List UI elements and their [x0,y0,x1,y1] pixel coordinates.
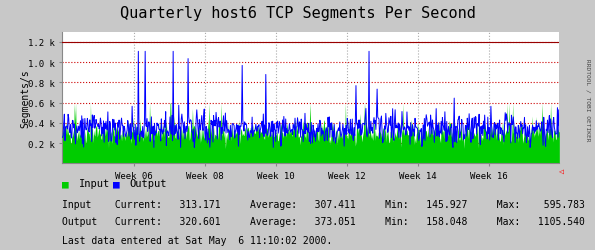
Text: Input    Current:   313.171     Average:   307.411     Min:   145.927     Max:  : Input Current: 313.171 Average: 307.411 … [62,199,585,209]
Text: ■: ■ [62,179,69,189]
Text: ◁: ◁ [559,166,564,175]
Text: ■: ■ [113,179,120,189]
Text: Output: Output [130,179,167,189]
Text: Output   Current:   320.601     Average:   373.051     Min:   158.048     Max:  : Output Current: 320.601 Average: 373.051… [62,216,585,226]
Text: Input: Input [79,179,111,189]
Text: Quarterly host6 TCP Segments Per Second: Quarterly host6 TCP Segments Per Second [120,6,475,21]
Y-axis label: Segments/s: Segments/s [20,69,30,128]
Text: Last data entered at Sat May  6 11:10:02 2000.: Last data entered at Sat May 6 11:10:02 … [62,236,333,246]
Text: RRDTOOL / TOBI OETIKER: RRDTOOL / TOBI OETIKER [586,59,591,141]
